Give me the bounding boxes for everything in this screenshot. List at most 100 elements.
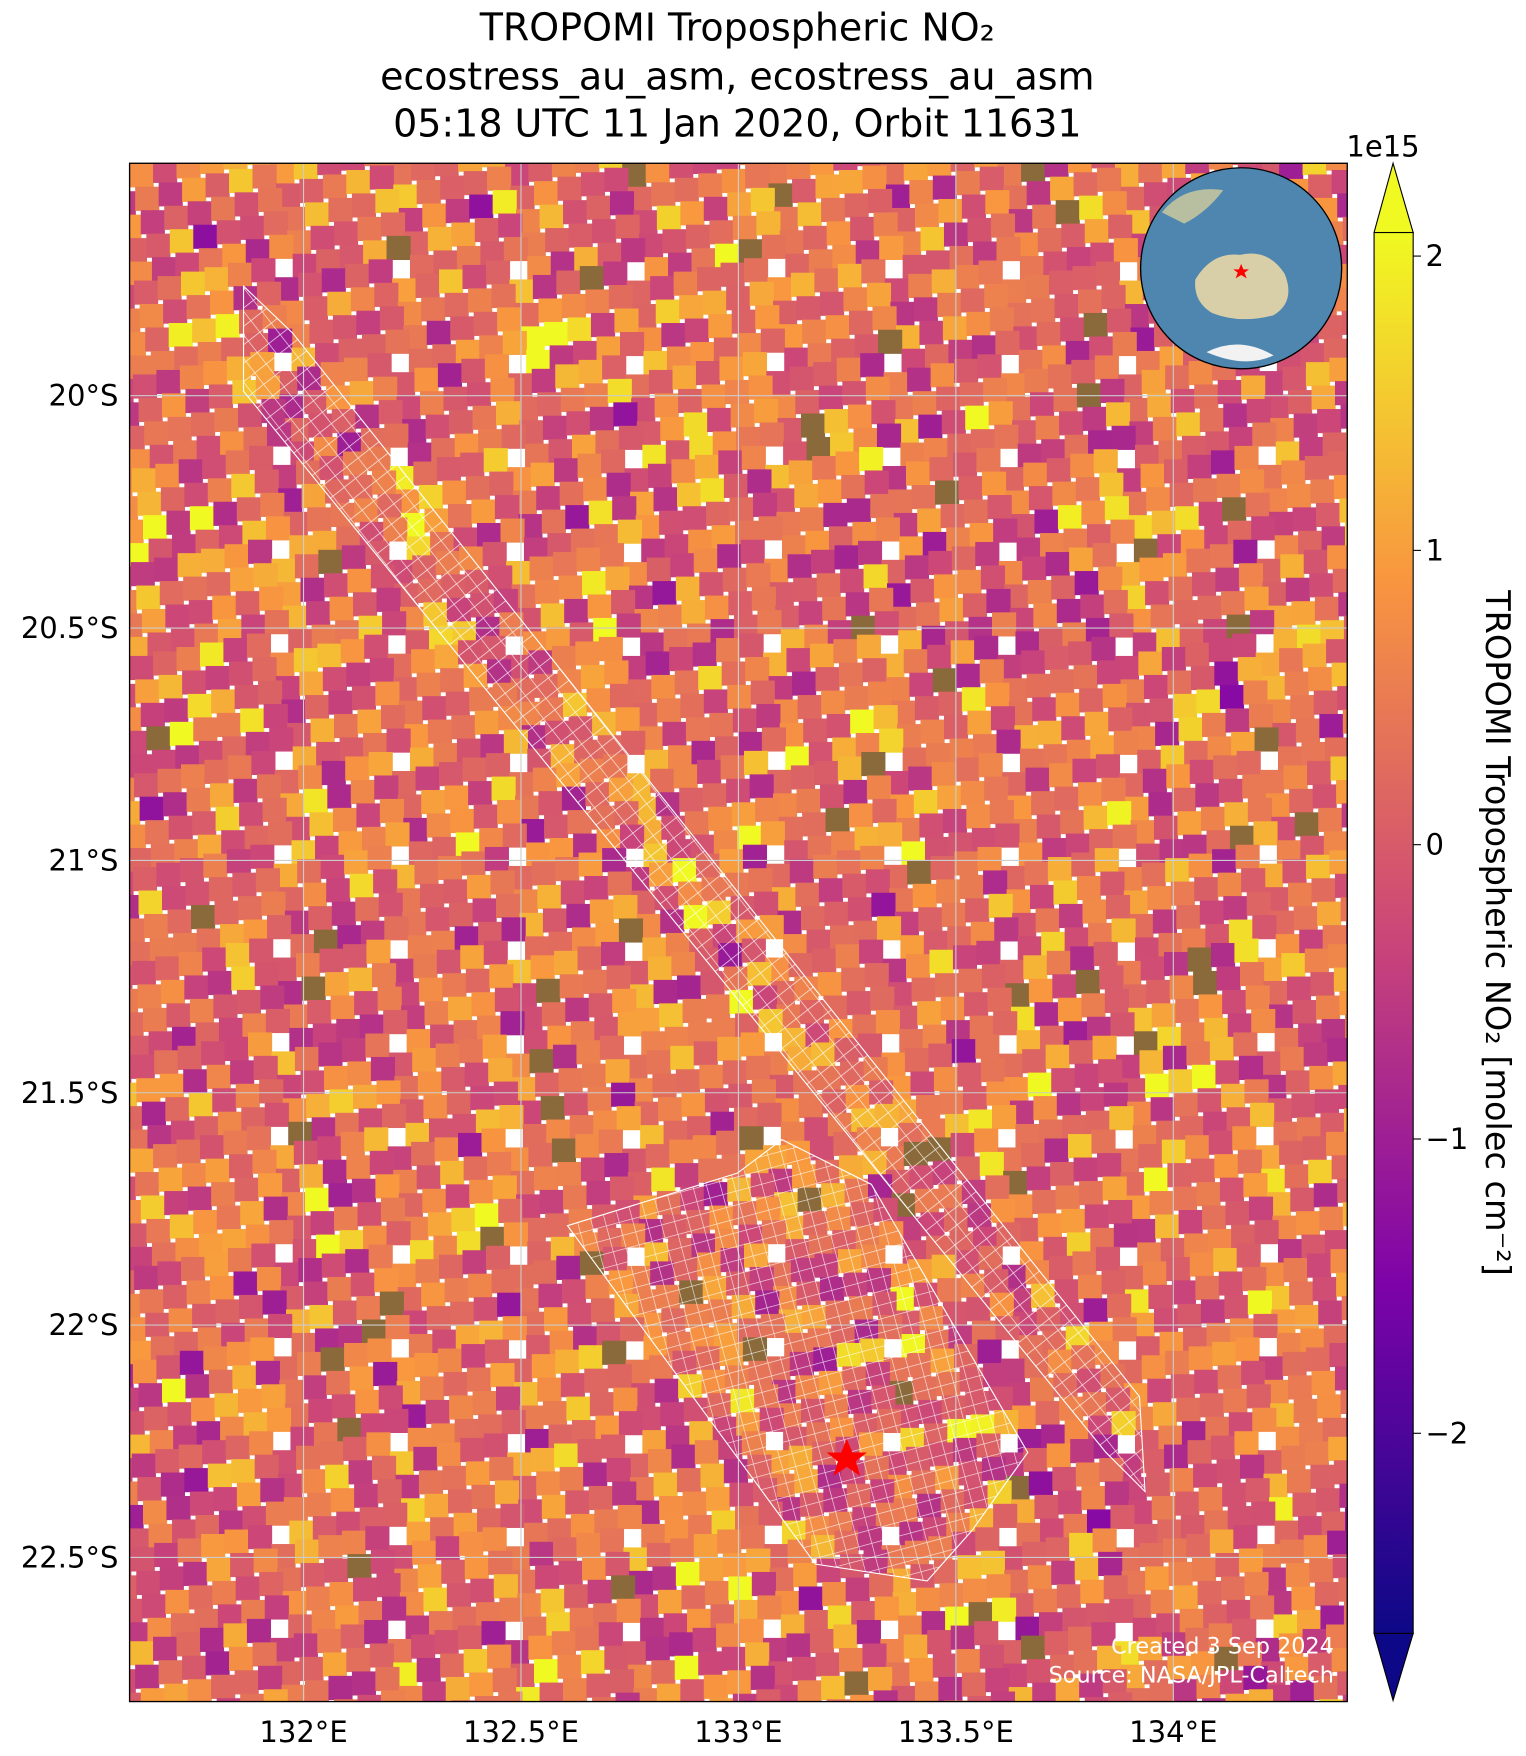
pixel bbox=[1147, 886, 1171, 910]
pixel bbox=[748, 868, 772, 892]
pixel bbox=[311, 226, 335, 250]
pixel bbox=[1431, 1184, 1455, 1208]
pixel bbox=[371, 1057, 395, 1081]
pixel bbox=[581, 1650, 605, 1674]
pixel bbox=[837, 850, 861, 874]
pixel bbox=[502, 425, 526, 449]
pixel bbox=[617, 1106, 641, 1130]
pixel bbox=[695, 1440, 719, 1464]
pixel bbox=[705, 1088, 729, 1112]
pixel bbox=[905, 1048, 929, 1072]
pixel bbox=[265, 610, 289, 634]
pixel bbox=[1097, 1153, 1121, 1177]
pixel bbox=[1333, 569, 1357, 593]
pixel bbox=[913, 884, 937, 908]
pixel bbox=[341, 639, 365, 663]
pixel bbox=[177, 1140, 201, 1164]
pixel bbox=[742, 446, 766, 470]
pixel bbox=[1418, 344, 1442, 368]
pixel bbox=[566, 904, 590, 928]
pixel bbox=[818, 479, 842, 503]
pixel bbox=[591, 1298, 615, 1322]
pixel bbox=[700, 1464, 724, 1488]
pixel bbox=[1032, 1190, 1056, 1214]
pixel bbox=[375, 1174, 399, 1198]
pixel bbox=[543, 416, 567, 440]
pixel bbox=[1304, 550, 1328, 574]
pixel bbox=[966, 805, 990, 829]
pixel bbox=[185, 1374, 209, 1398]
pixel bbox=[492, 1269, 516, 1293]
pixel bbox=[1294, 414, 1318, 438]
pixel bbox=[965, 406, 989, 430]
pixel bbox=[583, 970, 607, 994]
pixel bbox=[864, 564, 888, 588]
pixel bbox=[381, 1198, 405, 1222]
pixel bbox=[446, 1677, 470, 1701]
pixel bbox=[1353, 353, 1377, 377]
pixel bbox=[1278, 1732, 1302, 1752]
pixel bbox=[1250, 136, 1274, 160]
pixel bbox=[555, 364, 579, 388]
pixel bbox=[535, 1565, 559, 1589]
pixel bbox=[328, 691, 352, 715]
pixel bbox=[974, 636, 998, 660]
pixel bbox=[732, 310, 756, 334]
pixel bbox=[1250, 610, 1274, 634]
pixel bbox=[1068, 1627, 1092, 1651]
pixel bbox=[1069, 1533, 1093, 1557]
pixel bbox=[1148, 792, 1172, 816]
pixel bbox=[155, 956, 179, 980]
pixel bbox=[995, 331, 1019, 355]
pixel bbox=[1171, 1374, 1195, 1398]
pixel bbox=[191, 905, 215, 929]
pixel bbox=[1439, 1513, 1463, 1537]
pixel bbox=[438, 1349, 462, 1373]
pixel bbox=[850, 217, 874, 241]
pixel bbox=[1428, 481, 1452, 505]
pixel bbox=[190, 1492, 214, 1516]
pixel bbox=[207, 1065, 231, 1089]
pixel bbox=[802, 812, 826, 836]
pixel bbox=[1224, 1295, 1248, 1319]
pixel bbox=[165, 1590, 189, 1614]
pixel bbox=[847, 991, 871, 1015]
pixel bbox=[1188, 1440, 1212, 1464]
pixel bbox=[1306, 855, 1330, 879]
pixel bbox=[1325, 1723, 1349, 1747]
pixel bbox=[251, 751, 275, 775]
pixel bbox=[1200, 901, 1224, 925]
pixel bbox=[1342, 803, 1366, 827]
pixel bbox=[647, 558, 671, 582]
pixel bbox=[259, 587, 283, 611]
pixel bbox=[1412, 1306, 1436, 1330]
pixel bbox=[565, 505, 589, 529]
pixel bbox=[370, 1643, 394, 1667]
pixel bbox=[113, 1575, 137, 1599]
pixel bbox=[214, 901, 238, 925]
pixel bbox=[441, 1560, 465, 1584]
pixel bbox=[803, 1704, 827, 1728]
pixel bbox=[849, 311, 873, 335]
pixel bbox=[848, 405, 872, 429]
pixel bbox=[190, 999, 214, 1023]
pixel bbox=[929, 457, 953, 481]
pixel bbox=[499, 1105, 523, 1129]
pixel bbox=[146, 726, 170, 750]
pixel bbox=[1145, 581, 1169, 605]
pixel bbox=[504, 237, 528, 261]
pixel bbox=[474, 805, 498, 829]
pixel bbox=[1154, 1308, 1178, 1332]
pixel bbox=[209, 384, 233, 408]
pixel bbox=[1037, 322, 1061, 346]
pixel bbox=[1314, 1183, 1338, 1207]
pixel bbox=[1336, 780, 1360, 804]
pixel bbox=[178, 1046, 202, 1070]
pixel bbox=[964, 992, 988, 1016]
pixel bbox=[960, 382, 984, 406]
pixel bbox=[159, 182, 183, 206]
pixel bbox=[94, 712, 118, 736]
pixel bbox=[1075, 1064, 1099, 1088]
pixel bbox=[993, 519, 1017, 543]
pixel bbox=[440, 1654, 464, 1678]
